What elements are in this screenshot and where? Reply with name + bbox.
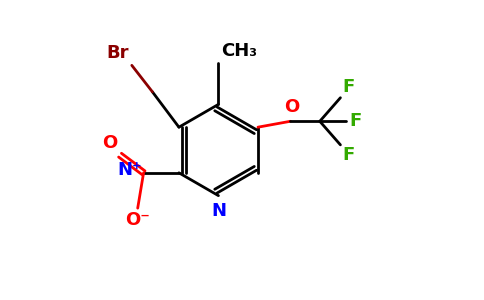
Text: N: N xyxy=(211,202,226,220)
Text: N⁺: N⁺ xyxy=(118,161,142,179)
Text: F: F xyxy=(349,112,362,130)
Text: CH₃: CH₃ xyxy=(221,42,257,60)
Text: O: O xyxy=(102,134,117,152)
Text: O⁻: O⁻ xyxy=(125,211,150,229)
Text: F: F xyxy=(342,78,354,96)
Text: Br: Br xyxy=(106,44,129,62)
Text: F: F xyxy=(342,146,354,164)
Text: O: O xyxy=(284,98,300,116)
